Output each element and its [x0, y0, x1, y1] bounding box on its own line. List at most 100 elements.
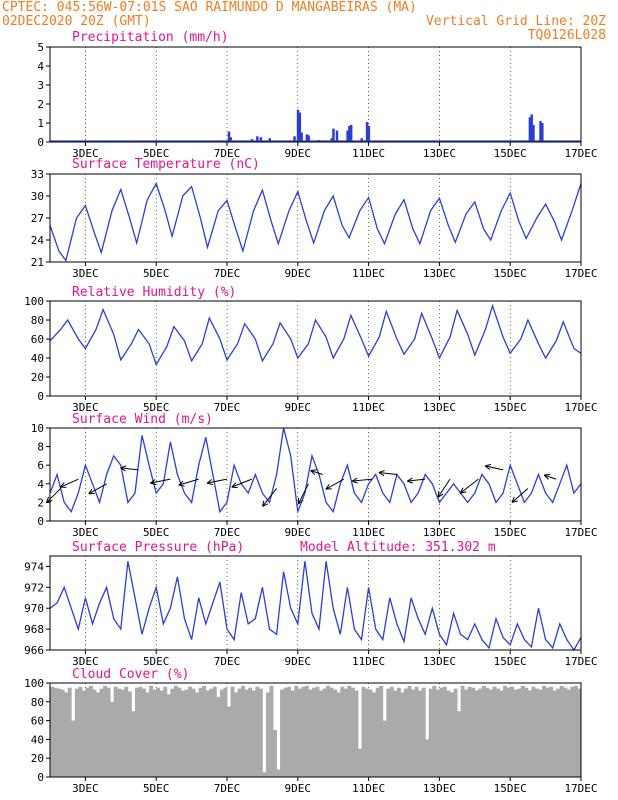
cloud-bar	[559, 685, 564, 777]
y-tick-label: 972	[24, 581, 44, 594]
wind-arrow	[543, 473, 557, 480]
cloud-bar	[269, 685, 274, 777]
cloud-bar	[336, 692, 341, 777]
wind-arrow	[297, 483, 309, 505]
y-tick-label: 6	[37, 459, 44, 472]
x-tick-label: 11DEC	[352, 655, 385, 668]
cloud-bar	[301, 686, 306, 777]
cloud-bar	[442, 686, 447, 777]
cloud-bar	[131, 711, 136, 777]
wind-arrow-shaft	[297, 483, 309, 505]
cloud-bar	[542, 685, 546, 777]
y-tick-label: 0	[37, 771, 44, 784]
cloud-bar	[280, 689, 285, 777]
cloud-bar	[382, 720, 387, 777]
y-tick-label: 24	[31, 234, 45, 247]
wind-arrow	[406, 477, 426, 484]
cloud-bar	[435, 689, 440, 777]
cloud-bar	[453, 688, 458, 777]
wind-arrow	[325, 478, 345, 490]
wind-arrow-head	[459, 487, 464, 494]
cloud-bar	[106, 687, 111, 777]
y-tick-label: 4	[37, 60, 44, 73]
x-tick-label: 11DEC	[352, 147, 385, 160]
wind-arrow-shaft	[437, 478, 451, 498]
y-tick-label: 100	[24, 677, 44, 690]
wind-arrow	[378, 470, 397, 477]
wind-arrow-shaft	[88, 483, 107, 495]
temp-panel-title: Surface Temperature (nC)	[72, 157, 260, 172]
cloud-bar	[404, 688, 408, 777]
x-tick-label: 17DEC	[564, 526, 597, 539]
y-tick-label: 80	[31, 696, 44, 709]
x-tick-label: 17DEC	[564, 267, 597, 280]
cloud-bar	[425, 739, 430, 777]
cloud-bar	[287, 686, 292, 777]
cloud-bar	[145, 692, 150, 777]
x-tick-label: 9DEC	[285, 147, 312, 160]
cloud-bar	[294, 685, 299, 777]
wind-arrow-head	[484, 465, 491, 470]
cloud-bar	[60, 689, 65, 777]
wind-arrow	[459, 478, 479, 494]
wind-arrow	[88, 483, 107, 495]
wind-arrow-shaft	[544, 474, 557, 480]
cloud-bar	[134, 687, 139, 777]
cloud-bar	[340, 686, 345, 777]
x-tick-label: 11DEC	[352, 526, 385, 539]
y-tick-label: 970	[24, 602, 44, 615]
cloud-bar	[85, 687, 90, 777]
cloud-bar	[566, 689, 571, 777]
y-tick-label: 0	[37, 136, 44, 149]
cloud-bar	[322, 688, 327, 777]
cloud-bar	[265, 692, 270, 777]
cloud-bar	[407, 685, 412, 777]
cloud-bar	[510, 686, 515, 777]
x-tick-label: 3DEC	[72, 401, 99, 414]
cloud-bar	[64, 692, 69, 777]
cloud-bar	[255, 686, 260, 777]
precip-panel: 0 1 2 3 4 5 3DEC 5DEC 7DEC 9DEC 11DEC 13DEC 15DEC 17D…	[37, 41, 597, 160]
wind-arrow	[351, 477, 373, 484]
cloud-panel: 0 20 40 60 80 100 3DEC 5DEC 7DEC 9DEC 11DEC 13DEC 15…	[24, 677, 597, 795]
x-tick-label: 17DEC	[564, 147, 597, 160]
wind-arrow-head	[511, 496, 515, 503]
wind-arrow	[150, 478, 171, 486]
precip-frame	[49, 46, 582, 143]
wind-arrow-head	[178, 480, 184, 486]
cloud-bar	[149, 685, 154, 777]
cloud-bar	[99, 688, 104, 777]
cloud-bar	[414, 686, 419, 777]
temp-series-line	[49, 181, 582, 262]
wind-arrow-shaft	[46, 488, 61, 503]
wind-arrow	[437, 478, 451, 498]
cloud-bar	[315, 686, 320, 777]
y-tick-label: 8	[37, 441, 44, 454]
wind-arrow-shaft	[178, 478, 199, 486]
x-tick-label: 11DEC	[352, 401, 385, 414]
rh-series-line	[49, 303, 582, 367]
rh-panel: 0 20 40 60 80 100 3DEC 5DEC 7DEC 9DEC 11DEC 13DEC 15…	[24, 295, 597, 414]
precip-bar	[307, 135, 310, 142]
y-tick-label: 40	[31, 733, 44, 746]
cloud-bar	[166, 694, 171, 777]
cloud-bar	[216, 697, 221, 777]
x-tick-label: 15DEC	[494, 782, 527, 795]
x-tick-label: 11DEC	[352, 267, 385, 280]
x-tick-label: 7DEC	[214, 782, 241, 795]
wind-arrow	[310, 469, 323, 476]
header-line2-right: Vertical Grid Line: 20Z	[426, 14, 606, 29]
x-tick-label: 9DEC	[285, 401, 312, 414]
pres-frame	[49, 555, 582, 651]
precip-bar	[335, 130, 339, 142]
wind-arrow-head	[544, 473, 551, 476]
cloud-bar	[71, 720, 76, 777]
y-tick-label: 100	[24, 295, 44, 308]
x-tick-label: 13DEC	[423, 526, 456, 539]
precip-bar	[348, 125, 351, 142]
cloud-bar	[460, 685, 465, 777]
wind-arrow-head	[262, 503, 269, 507]
wind-arrow	[206, 478, 228, 486]
cloud-bar	[450, 692, 454, 777]
precip-bar	[227, 131, 231, 142]
